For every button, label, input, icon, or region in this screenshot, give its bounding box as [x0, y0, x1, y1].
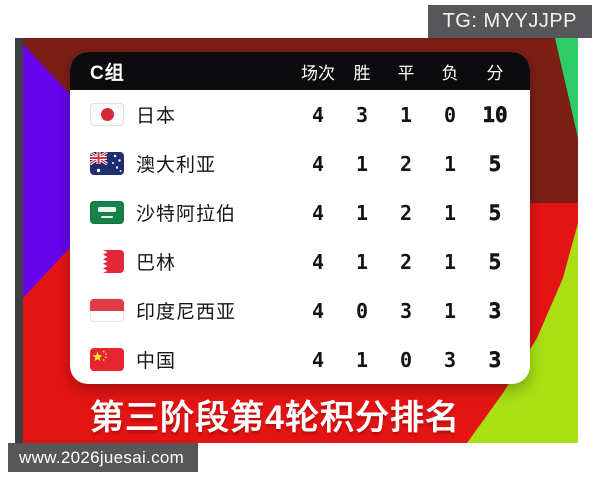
standings-rows: 日本 4 3 1 0 10 — [70, 90, 530, 384]
table-row-saudi-arabia: 沙特阿拉伯 4 1 2 1 5 — [70, 188, 530, 237]
cell-wins: 1 — [355, 347, 369, 372]
table-row-indonesia: 印度尼西亚 4 0 3 1 3 — [70, 286, 530, 335]
cell-losses: 1 — [443, 249, 457, 274]
banner-title: 第三阶段第4轮积分排名 — [90, 399, 460, 437]
standings-card: C组 场次 胜 平 负 分 日本 4 3 1 0 10 — [70, 52, 530, 384]
cell-losses: 0 — [443, 102, 457, 127]
australia-flag-icon — [90, 152, 124, 175]
table-row-bahrain: 巴林 4 1 2 1 5 — [70, 237, 530, 286]
watermark-badge: www.2026juesai.com — [8, 443, 199, 472]
saudi-arabia-flag-icon — [90, 201, 124, 224]
team-name: 中国 — [136, 351, 177, 372]
japan-flag-icon — [90, 103, 124, 126]
cell-played: 4 — [311, 249, 325, 274]
column-played: 场次 — [301, 63, 335, 83]
column-points: 分 — [486, 63, 504, 83]
left-dark-strip — [15, 38, 23, 443]
team-name: 印度尼西亚 — [136, 302, 237, 323]
team-name: 澳大利亚 — [136, 155, 217, 176]
column-draws: 平 — [397, 63, 415, 83]
cell-draws: 2 — [399, 151, 413, 176]
team-name: 日本 — [136, 106, 177, 127]
cell-losses: 1 — [443, 200, 457, 225]
cell-losses: 1 — [443, 298, 457, 323]
cell-points: 5 — [488, 249, 502, 274]
cell-played: 4 — [311, 347, 325, 372]
standings-header: C组 场次 胜 平 负 分 — [70, 52, 530, 90]
team-name: 巴林 — [136, 253, 177, 274]
cell-draws: 2 — [399, 249, 413, 274]
column-losses: 负 — [441, 63, 459, 83]
cell-losses: 1 — [443, 151, 457, 176]
cell-played: 4 — [311, 102, 325, 127]
cell-points: 3 — [488, 298, 502, 323]
cell-wins: 1 — [355, 200, 369, 225]
indonesia-flag-icon — [90, 299, 124, 322]
cell-draws: 1 — [399, 102, 413, 127]
cell-draws: 3 — [399, 298, 413, 323]
cell-played: 4 — [311, 200, 325, 225]
cell-losses: 3 — [443, 347, 457, 372]
team-name: 沙特阿拉伯 — [136, 204, 237, 225]
cell-played: 4 — [311, 298, 325, 323]
cell-points: 5 — [488, 151, 502, 176]
tg-badge: TG: MYYJJPP — [427, 5, 592, 38]
cell-played: 4 — [311, 151, 325, 176]
cell-wins: 3 — [355, 102, 369, 127]
bahrain-flag-icon — [90, 250, 124, 273]
cell-wins: 1 — [355, 151, 369, 176]
cell-draws: 2 — [399, 200, 413, 225]
table-row-china: 中国 4 1 0 3 3 — [70, 335, 530, 384]
cell-points: 5 — [488, 200, 502, 225]
china-flag-icon — [90, 348, 124, 371]
cell-draws: 0 — [399, 347, 413, 372]
cell-wins: 0 — [355, 298, 369, 323]
column-wins: 胜 — [353, 63, 371, 83]
table-row-australia: 澳大利亚 4 1 2 1 5 — [70, 139, 530, 188]
cell-wins: 1 — [355, 249, 369, 274]
table-row-japan: 日本 4 3 1 0 10 — [70, 90, 530, 139]
cell-points: 3 — [488, 347, 502, 372]
cell-points: 10 — [482, 102, 508, 127]
group-label: C组 — [90, 62, 125, 84]
